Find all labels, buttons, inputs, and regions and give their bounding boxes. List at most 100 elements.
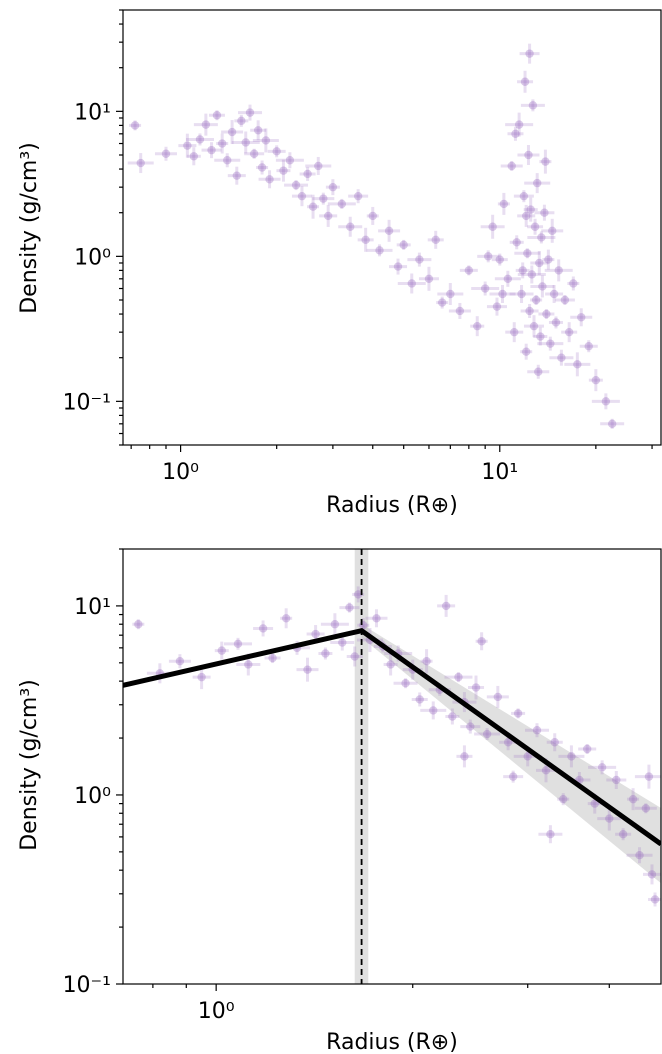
fit-layer-bottom [123, 549, 661, 984]
data-point [366, 206, 379, 225]
data-point [267, 145, 286, 158]
data-point [648, 892, 661, 907]
x-tick-label: 10⁰ [198, 999, 235, 1024]
data-point [494, 270, 521, 287]
data-point [256, 160, 269, 175]
data-point [407, 252, 432, 267]
data-point [539, 149, 552, 174]
data-point [264, 653, 281, 664]
data-point [397, 273, 426, 294]
data-point [208, 110, 225, 121]
data-point [527, 231, 556, 244]
data-point [201, 142, 222, 159]
data-point [537, 336, 564, 351]
data-point [436, 296, 449, 309]
data-point [597, 806, 622, 831]
data-point [546, 733, 563, 752]
data-point [437, 594, 456, 617]
data-point [411, 692, 428, 707]
data-point [214, 641, 229, 660]
data-point [276, 159, 291, 182]
data-point [389, 258, 408, 275]
data-point [216, 133, 229, 154]
y-axis-label-top: Density (g/cm³) [17, 142, 42, 314]
data-point [474, 728, 501, 741]
data-point [437, 282, 464, 305]
data-point [396, 239, 411, 250]
data-point [517, 265, 546, 284]
data-point [319, 204, 338, 227]
data-point [127, 153, 154, 174]
data-point [221, 120, 244, 145]
data-point [284, 180, 309, 191]
data-point [591, 393, 620, 410]
data-point [445, 708, 460, 725]
data-point [214, 153, 241, 168]
chart-bottom: 10⁰ 10¹ 10⁰ 10⁻¹ Radius (R⊕) Density (g/cm³… [17, 548, 662, 1054]
data-point [348, 189, 369, 204]
data-point [480, 214, 505, 239]
data-point [470, 316, 485, 337]
fit-uncertainty-band [361, 624, 661, 884]
data-point [305, 156, 332, 175]
data-point [558, 745, 585, 768]
data-point [339, 602, 360, 613]
data-point [520, 99, 545, 112]
data-point [542, 249, 555, 270]
data-point [252, 128, 279, 153]
chart-top: 10⁰ 10¹ 10¹ 10⁰ 10⁻¹ Radius (R⊕) Density (g/… [17, 9, 662, 518]
data-point [524, 173, 551, 194]
y-tick-label: 10¹ [74, 595, 111, 620]
data-point [544, 259, 573, 282]
data-point [486, 297, 507, 316]
data-point [538, 309, 555, 320]
data-point [548, 316, 563, 329]
data-point [154, 146, 177, 161]
y-tick-label: 10¹ [74, 100, 111, 125]
data-point [570, 308, 593, 327]
data-point [460, 719, 481, 734]
data-point [227, 166, 246, 185]
y-axis-label-bottom: Density (g/cm³) [17, 679, 42, 851]
x-tick-label: 10¹ [481, 460, 518, 485]
data-point [561, 322, 578, 343]
data-point [517, 145, 540, 165]
data-point [296, 657, 319, 682]
y-tick-label: 10⁻¹ [63, 390, 111, 415]
data-point [393, 678, 418, 689]
data-point [223, 637, 252, 650]
data-point [505, 112, 534, 137]
y-tick-label: 10⁻¹ [63, 973, 111, 998]
y-tick-label: 10⁰ [74, 784, 111, 809]
data-point [588, 760, 617, 775]
data-point [527, 364, 550, 379]
data-point [530, 250, 549, 275]
data-point [497, 192, 510, 215]
x-axis-label-bottom: Radius (R⊕) [326, 1030, 458, 1054]
data-point [365, 609, 388, 628]
data-point [489, 284, 516, 303]
data-point [627, 788, 640, 811]
data-point [250, 120, 267, 141]
band-layer-bottom [354, 549, 661, 984]
data-point [234, 114, 249, 127]
data-point [280, 608, 293, 629]
data-point [491, 253, 508, 266]
data-point [519, 43, 540, 64]
data-point [253, 620, 274, 637]
data-point [486, 685, 509, 708]
data-point [327, 198, 356, 209]
data-point [515, 262, 530, 279]
data-point [312, 192, 335, 205]
data-point [477, 250, 500, 263]
data-point [541, 218, 564, 243]
data-point [178, 133, 197, 158]
data-point [475, 632, 488, 651]
data-point [549, 349, 574, 366]
data-point [444, 672, 473, 683]
data-point [600, 418, 625, 429]
data-point [538, 825, 563, 844]
breakpoint-band [354, 549, 369, 984]
data-point [427, 230, 444, 249]
data-point [459, 265, 478, 276]
